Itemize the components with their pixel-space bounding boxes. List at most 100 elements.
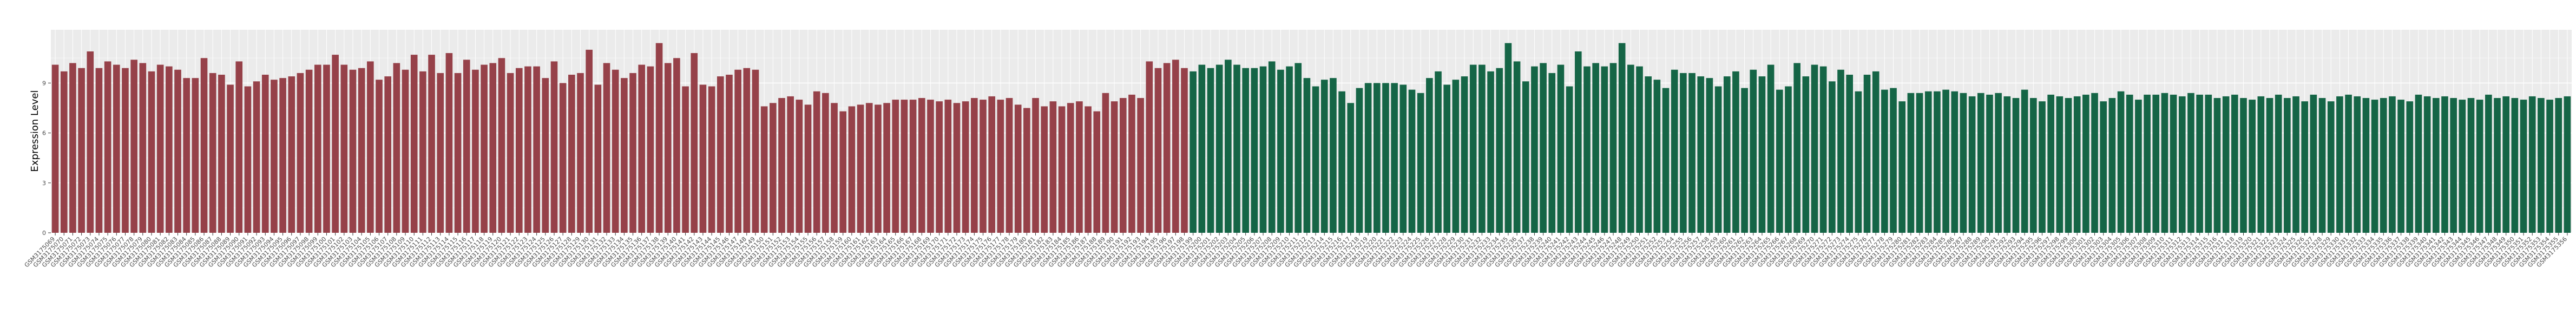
bar <box>498 58 505 233</box>
bar <box>524 66 531 233</box>
bar <box>1338 91 1345 233</box>
bar <box>2485 94 2492 233</box>
bar <box>376 80 383 233</box>
bar <box>1986 94 1993 233</box>
bar <box>2161 93 2168 233</box>
bar <box>1504 43 1512 233</box>
bar <box>1758 76 1766 233</box>
bar <box>1837 69 1844 233</box>
bar <box>1277 69 1284 233</box>
y-tick-label: 0 <box>42 230 46 237</box>
bar <box>1443 84 1450 233</box>
bar <box>2240 98 2247 233</box>
bar <box>2318 98 2326 233</box>
bar <box>2450 98 2457 233</box>
bar <box>2380 98 2387 233</box>
bar <box>717 76 724 233</box>
bar <box>122 68 129 233</box>
bar <box>568 74 575 233</box>
bar <box>2178 96 2186 233</box>
bar <box>1785 86 1792 233</box>
y-tick-label: 3 <box>42 180 46 187</box>
bar <box>638 64 646 233</box>
bar <box>822 93 829 233</box>
bar <box>1960 93 1967 233</box>
bar <box>1811 64 1818 233</box>
plot-panel <box>51 30 2572 233</box>
bar <box>2135 100 2142 233</box>
bar <box>1181 68 1188 233</box>
bar <box>261 74 269 233</box>
bar <box>2310 94 2317 233</box>
bar <box>770 103 777 233</box>
bar <box>218 74 225 233</box>
bar <box>1469 64 1477 233</box>
bar <box>1540 63 1547 233</box>
bar <box>594 84 602 233</box>
bar <box>1215 64 1223 233</box>
bar <box>1172 60 1179 233</box>
bar <box>271 80 278 233</box>
bar <box>647 66 654 233</box>
bar <box>1776 89 1783 233</box>
bar <box>1601 66 1608 233</box>
bar <box>1286 66 1293 233</box>
bar <box>1163 63 1171 233</box>
bar <box>839 111 847 233</box>
bar <box>95 68 103 233</box>
bar <box>1119 98 1127 233</box>
bar <box>603 63 610 233</box>
bar <box>752 69 759 233</box>
bar <box>1855 91 1862 233</box>
bar <box>944 100 952 233</box>
bar <box>1391 83 1398 233</box>
bar <box>2301 101 2309 233</box>
bar <box>559 83 567 233</box>
bar <box>2423 96 2431 233</box>
bar <box>787 96 794 233</box>
bar <box>1330 78 1337 233</box>
bar <box>1723 76 1731 233</box>
bar <box>1697 76 1705 233</box>
bar <box>2467 98 2475 233</box>
bar <box>51 64 59 233</box>
bar <box>2406 101 2414 233</box>
bar <box>2222 96 2230 233</box>
bar <box>2144 94 2151 233</box>
bar <box>1268 61 1276 233</box>
bar <box>901 100 908 233</box>
bar <box>1750 69 1757 233</box>
bar <box>1863 74 1871 233</box>
bar <box>682 86 689 233</box>
bar <box>1890 88 1897 233</box>
bar <box>1076 101 1083 233</box>
bar <box>1680 73 1687 233</box>
bar <box>2213 98 2221 233</box>
bar <box>533 66 540 233</box>
bar <box>2538 98 2545 233</box>
bar <box>1233 64 1240 233</box>
bar <box>384 76 391 233</box>
bar <box>253 81 260 233</box>
bar <box>980 100 987 233</box>
bar <box>586 49 593 233</box>
bar <box>1085 106 1092 233</box>
bar <box>1487 71 1494 233</box>
bar <box>848 106 856 233</box>
bar <box>2012 98 2020 233</box>
bar <box>2397 100 2404 233</box>
bar <box>2528 96 2536 233</box>
bar <box>2520 100 2527 233</box>
bar <box>2275 94 2282 233</box>
bar <box>1566 86 1573 233</box>
bar <box>2336 96 2343 233</box>
bar <box>410 55 418 233</box>
bar <box>437 73 444 233</box>
bar <box>708 86 715 233</box>
bar <box>1548 73 1556 233</box>
bar <box>936 101 943 233</box>
bar <box>445 53 453 233</box>
bar <box>673 58 680 233</box>
bar <box>332 55 339 233</box>
bar <box>1741 88 1748 233</box>
